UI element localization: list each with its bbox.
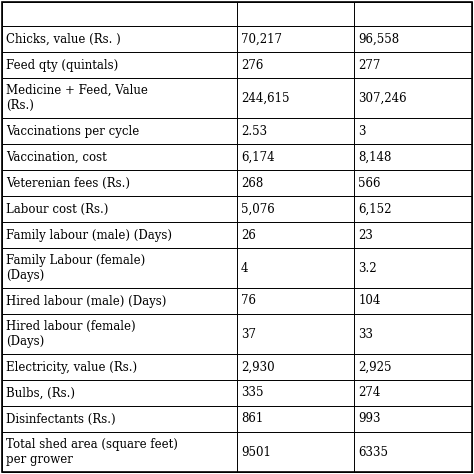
Bar	[2, 222, 472, 248]
Text: 277: 277	[358, 58, 381, 72]
Text: 33: 33	[358, 328, 374, 340]
Text: 5,076: 5,076	[241, 202, 275, 216]
Bar	[2, 314, 472, 354]
Text: Vaccinations per cycle: Vaccinations per cycle	[6, 125, 139, 137]
Text: 993: 993	[358, 412, 381, 426]
Text: 23: 23	[358, 228, 374, 241]
Text: Hired labour (male) (Days): Hired labour (male) (Days)	[6, 294, 166, 308]
Text: 274: 274	[358, 386, 381, 400]
Text: 37: 37	[241, 328, 256, 340]
Text: Veterenian fees (Rs.): Veterenian fees (Rs.)	[6, 176, 130, 190]
Text: 3: 3	[358, 125, 366, 137]
Bar	[2, 26, 472, 52]
Bar	[2, 196, 472, 222]
Text: 70,217: 70,217	[241, 33, 282, 46]
Bar	[2, 354, 472, 380]
Text: Vaccination, cost: Vaccination, cost	[6, 151, 107, 164]
Bar	[2, 52, 472, 78]
Text: 26: 26	[241, 228, 256, 241]
Text: 2,925: 2,925	[358, 361, 392, 374]
Text: Electricity, value (Rs.): Electricity, value (Rs.)	[6, 361, 137, 374]
Text: 8,148: 8,148	[358, 151, 392, 164]
Text: 96,558: 96,558	[358, 33, 400, 46]
Text: Family Labour (female)
(Days): Family Labour (female) (Days)	[6, 254, 145, 282]
Text: Bulbs, (Rs.): Bulbs, (Rs.)	[6, 386, 75, 400]
Bar	[2, 144, 472, 170]
Bar	[2, 406, 472, 432]
Bar	[2, 118, 472, 144]
Text: 861: 861	[241, 412, 263, 426]
Text: 335: 335	[241, 386, 264, 400]
Text: Disinfectants (Rs.): Disinfectants (Rs.)	[6, 412, 116, 426]
Bar	[2, 78, 472, 118]
Text: 76: 76	[241, 294, 256, 308]
Text: 6,174: 6,174	[241, 151, 274, 164]
Text: Total shed area (square feet)
per grower: Total shed area (square feet) per grower	[6, 438, 178, 466]
Bar	[2, 432, 472, 472]
Bar	[2, 380, 472, 406]
Text: 3.2: 3.2	[358, 262, 377, 274]
Text: 2,930: 2,930	[241, 361, 274, 374]
Text: 104: 104	[358, 294, 381, 308]
Text: Chicks, value (Rs. ): Chicks, value (Rs. )	[6, 33, 121, 46]
Text: 276: 276	[241, 58, 264, 72]
Text: 566: 566	[358, 176, 381, 190]
Text: 268: 268	[241, 176, 263, 190]
Text: 9501: 9501	[241, 446, 271, 458]
Text: 6335: 6335	[358, 446, 389, 458]
Text: 244,615: 244,615	[241, 91, 290, 104]
Text: 307,246: 307,246	[358, 91, 407, 104]
Bar	[2, 2, 472, 26]
Text: Labour cost (Rs.): Labour cost (Rs.)	[6, 202, 109, 216]
Text: Hired labour (female)
(Days): Hired labour (female) (Days)	[6, 320, 136, 348]
Text: 6,152: 6,152	[358, 202, 392, 216]
Text: 2.53: 2.53	[241, 125, 267, 137]
Bar	[2, 288, 472, 314]
Text: Family labour (male) (Days): Family labour (male) (Days)	[6, 228, 172, 241]
Bar	[2, 170, 472, 196]
Bar	[2, 248, 472, 288]
Text: Feed qty (quintals): Feed qty (quintals)	[6, 58, 118, 72]
Text: Medicine + Feed, Value
(Rs.): Medicine + Feed, Value (Rs.)	[6, 84, 148, 112]
Text: 4: 4	[241, 262, 248, 274]
